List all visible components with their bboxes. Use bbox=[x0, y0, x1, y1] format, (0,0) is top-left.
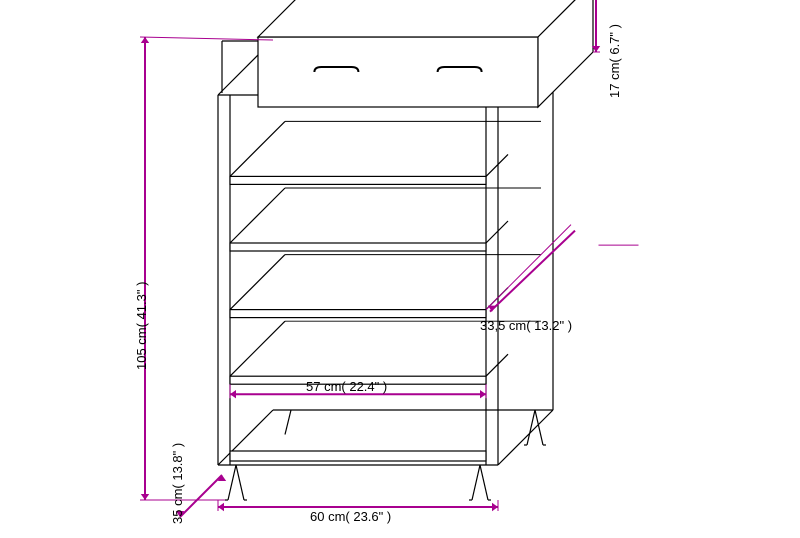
dim-label-depth: 35 cm( 13.8" ) bbox=[170, 443, 185, 524]
dim-label-shelf-width: 57 cm( 22.4" ) bbox=[306, 379, 387, 394]
dimension-diagram bbox=[0, 0, 800, 533]
dim-label-shelf-depth: 33,5 cm( 13.2" ) bbox=[480, 318, 572, 333]
dim-label-width: 60 cm( 23.6" ) bbox=[310, 509, 391, 524]
dim-label-drawer-h: 17 cm( 6.7" ) bbox=[607, 24, 622, 98]
dim-label-height: 105 cm( 41.3" ) bbox=[134, 282, 149, 370]
